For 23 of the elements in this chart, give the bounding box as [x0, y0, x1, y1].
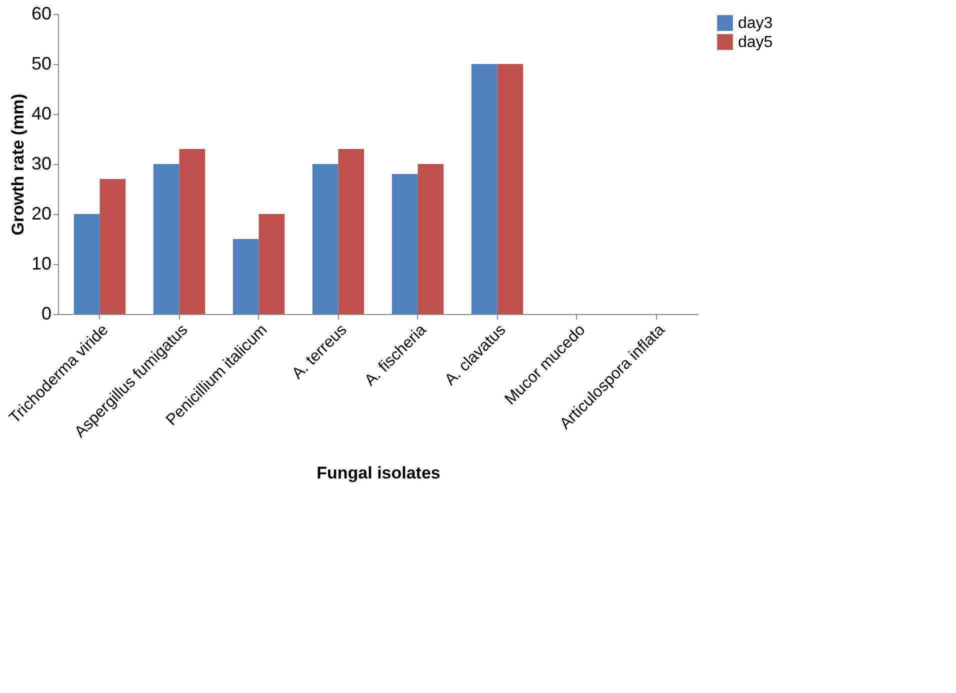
legend-label: day3 — [738, 15, 773, 32]
legend-label: day5 — [738, 34, 773, 51]
y-axis-title: Growth rate (mm) — [8, 94, 28, 236]
bar — [418, 164, 444, 314]
bar — [471, 64, 498, 314]
y-tick-label: 60 — [31, 4, 52, 24]
x-axis-title: Fungal isolates — [316, 463, 440, 482]
bar — [100, 179, 126, 314]
y-tick-label: 20 — [31, 204, 52, 224]
bar — [232, 239, 259, 314]
bar — [392, 174, 418, 314]
y-tick-label: 10 — [31, 254, 52, 274]
y-tick-label: 0 — [41, 304, 52, 324]
y-tick-label: 40 — [31, 104, 52, 124]
bar — [74, 214, 100, 314]
bar — [497, 64, 524, 314]
y-tick-label: 30 — [31, 154, 52, 174]
bar — [338, 149, 364, 314]
y-tick-label: 50 — [31, 54, 52, 74]
bar — [179, 149, 206, 314]
bar — [312, 164, 338, 314]
bar — [153, 164, 180, 314]
bar — [258, 214, 285, 314]
